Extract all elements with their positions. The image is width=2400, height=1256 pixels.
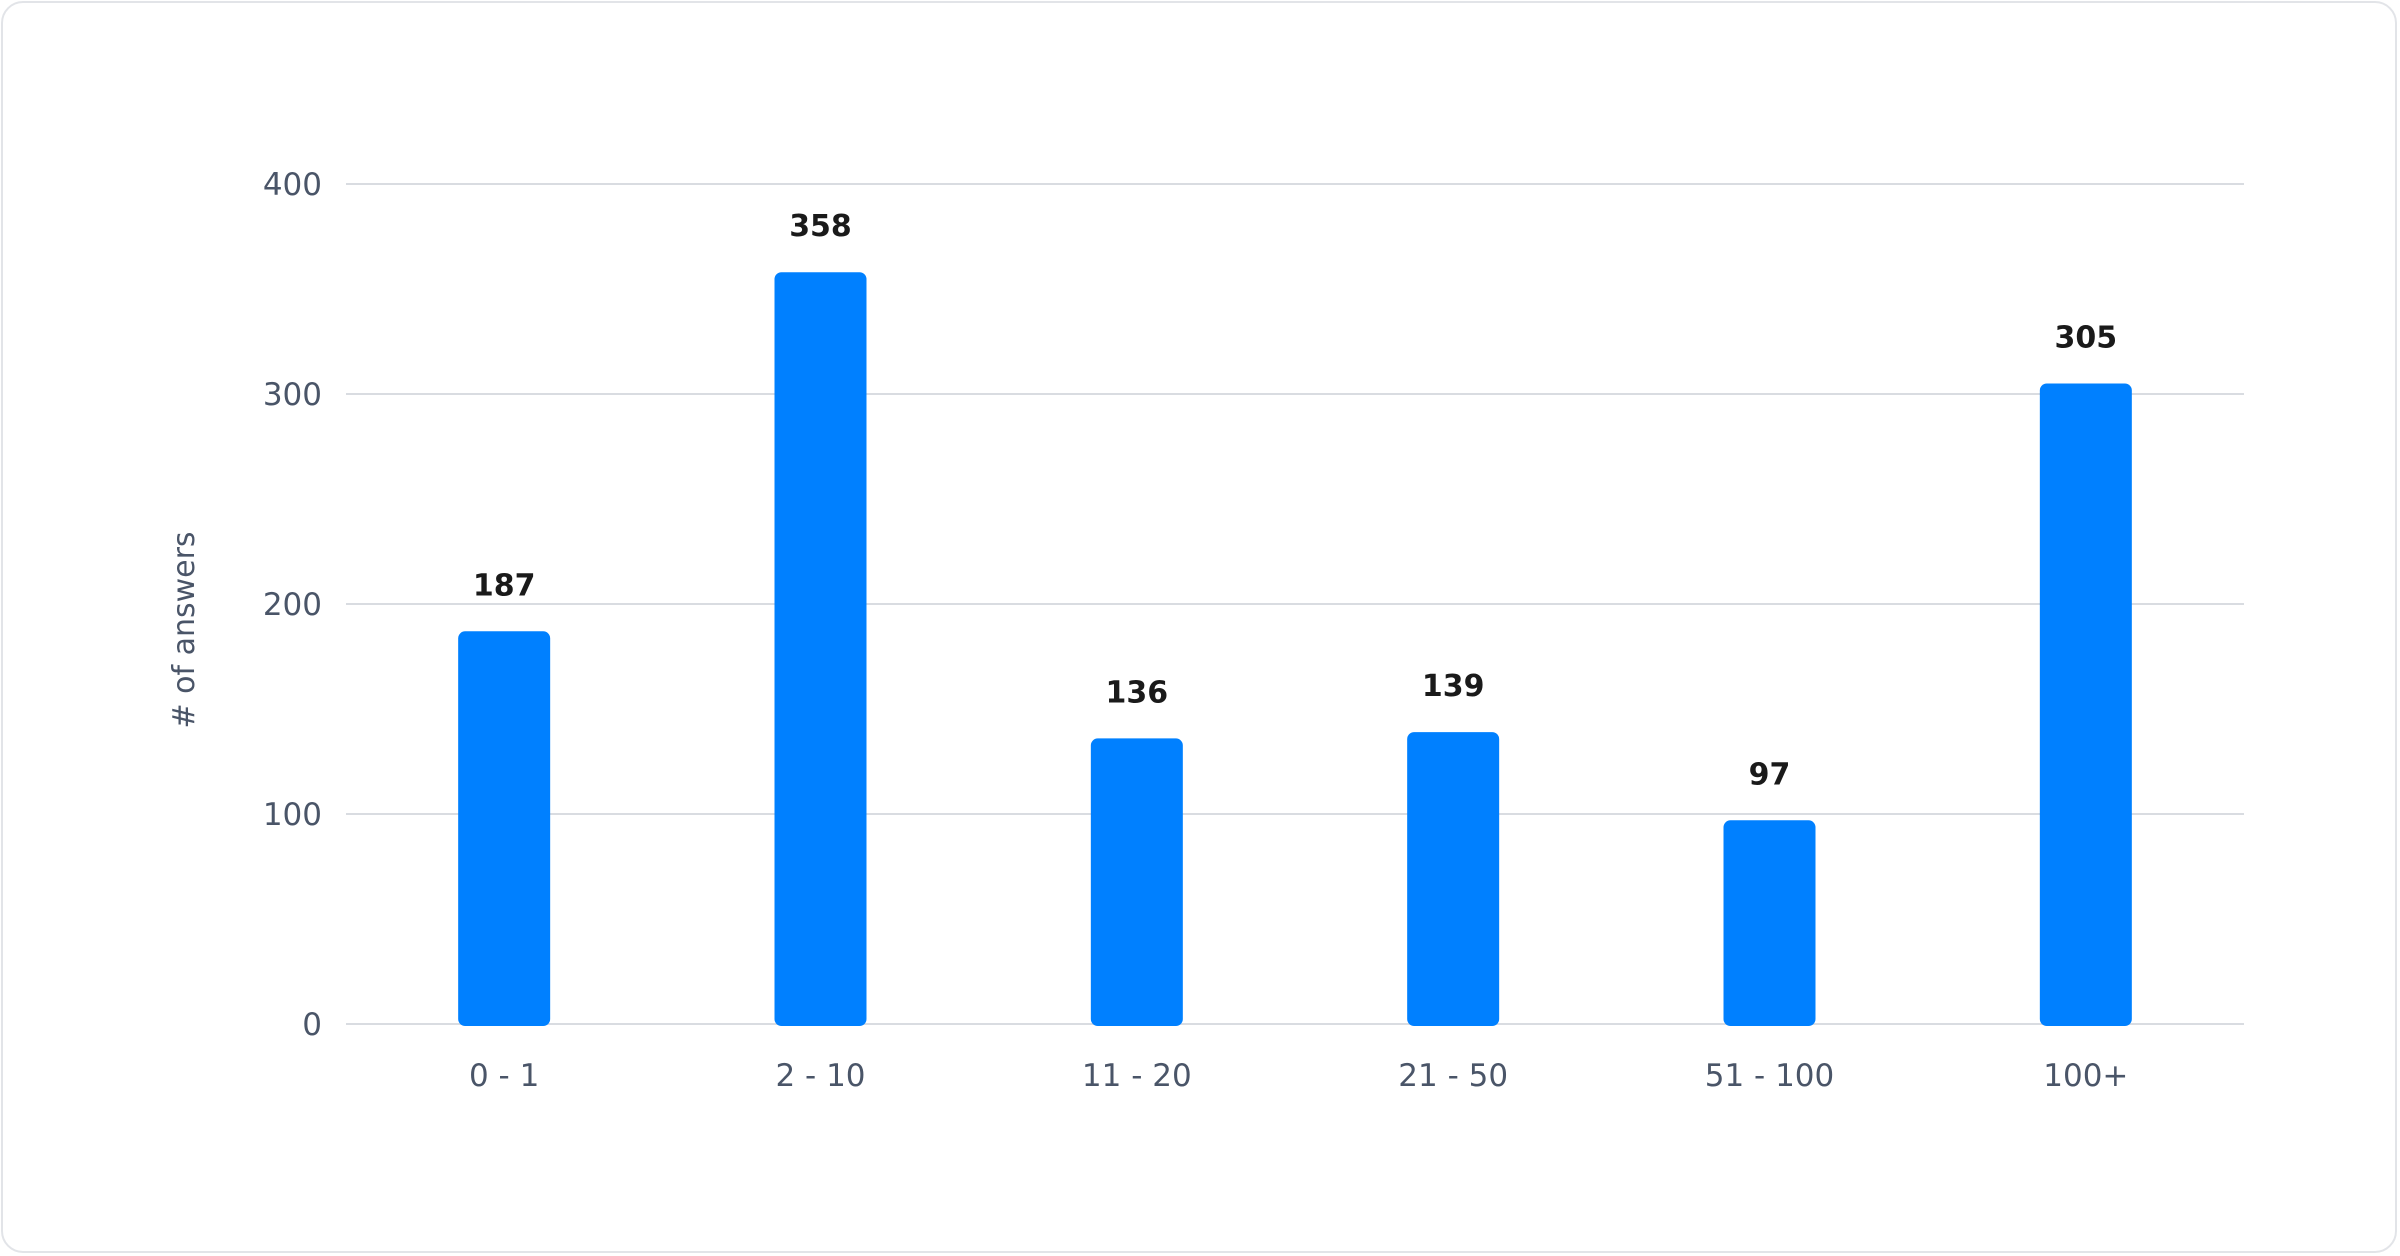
x-tick-label: 21 - 50 [1398, 1058, 1508, 1094]
bar [1723, 820, 1816, 1026]
bar [1407, 732, 1500, 1026]
data-label: 187 [473, 568, 536, 603]
x-tick-label: 0 - 1 [469, 1058, 539, 1094]
bar [2039, 383, 2132, 1026]
x-tick-label: 11 - 20 [1082, 1058, 1192, 1094]
bar [1090, 738, 1183, 1026]
y-tick-label: 0 [302, 1007, 322, 1043]
data-label: 358 [789, 209, 852, 244]
y-tick-label: 400 [263, 167, 322, 203]
x-tick-label: 100+ [2043, 1058, 2128, 1094]
y-tick-label: 100 [263, 797, 322, 833]
y-axis-label: # of answers [167, 531, 202, 728]
bar [774, 272, 867, 1026]
y-tick-label: 200 [263, 587, 322, 623]
data-label: 136 [1106, 675, 1169, 710]
y-tick-label: 300 [263, 377, 322, 413]
bar [458, 631, 551, 1026]
x-tick-label: 2 - 10 [775, 1058, 865, 1094]
x-tick-label: 51 - 100 [1705, 1058, 1835, 1094]
data-label: 305 [2055, 321, 2118, 356]
data-label: 139 [1422, 669, 1485, 704]
data-label: 97 [1749, 757, 1791, 792]
